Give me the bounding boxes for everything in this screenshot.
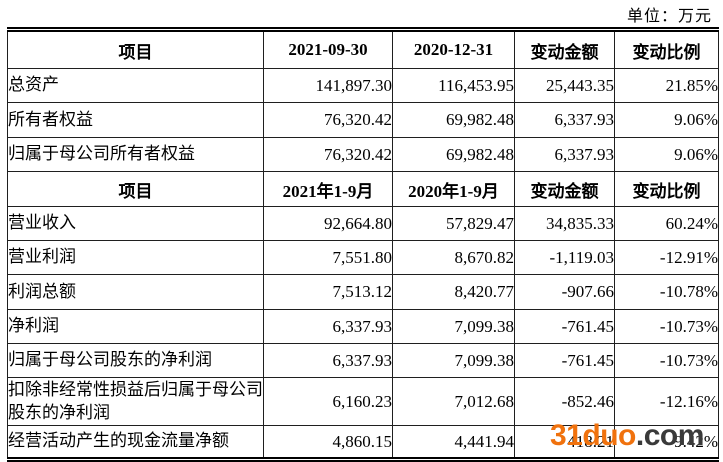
value-current: 76,320.42 [263, 137, 393, 172]
value-prior: 7,099.38 [392, 343, 515, 378]
col-header-change-ratio: 变动比例 [614, 29, 719, 69]
value-prior: 57,829.47 [392, 206, 515, 241]
value-prior: 8,420.77 [392, 274, 515, 310]
change-amount: -761.45 [514, 343, 615, 378]
table-row: 扣除非经常性损益后归属于母公司股东的净利润 6,160.23 7,012.68 … [7, 377, 719, 426]
change-amount: 6,337.93 [514, 137, 615, 172]
unit-label: 单位：万元 [626, 8, 712, 25]
col-header-period-prior: 2020年1-9月 [392, 171, 515, 207]
change-ratio: 9.06% [614, 137, 719, 172]
item-label: 经营活动产生的现金流量净额 [7, 425, 264, 460]
value-prior: 7,099.38 [392, 309, 515, 344]
change-amount: 25,443.35 [514, 68, 615, 103]
table-row: 归属于母公司所有者权益 76,320.42 69,982.48 6,337.93… [7, 137, 719, 172]
table-row: 经营活动产生的现金流量净额 4,860.15 4,441.94 418.21 9… [7, 425, 719, 460]
change-amount: -761.45 [514, 309, 615, 344]
change-ratio: 9.42% [614, 425, 719, 460]
value-current: 92,664.80 [263, 206, 393, 241]
value-current: 141,897.30 [263, 68, 393, 103]
value-current: 76,320.42 [263, 102, 393, 138]
table-row: 总资产 141,897.30 116,453.95 25,443.35 21.8… [7, 68, 719, 103]
value-current: 4,860.15 [263, 425, 393, 460]
change-ratio: -12.16% [614, 377, 719, 426]
col-header-change-ratio: 变动比例 [614, 171, 719, 207]
site-watermark: 31duo.com [550, 421, 704, 451]
change-amount: 418.21 [514, 425, 615, 460]
value-current: 6,337.93 [263, 309, 393, 344]
value-prior: 69,982.48 [392, 102, 515, 138]
watermark-brand: 31duo [550, 419, 636, 452]
col-header-item: 项目 [7, 29, 264, 69]
change-ratio: 9.06% [614, 102, 719, 138]
item-label: 营业收入 [7, 206, 264, 241]
item-label: 营业利润 [7, 240, 264, 275]
value-current: 6,337.93 [263, 343, 393, 378]
item-label: 扣除非经常性损益后归属于母公司股东的净利润 [7, 377, 264, 426]
value-current: 7,551.80 [263, 240, 393, 275]
change-ratio: -12.91% [614, 240, 719, 275]
item-label: 净利润 [7, 309, 264, 344]
value-current: 7,513.12 [263, 274, 393, 310]
item-label: 利润总额 [7, 274, 264, 310]
item-label: 归属于母公司股东的净利润 [7, 343, 264, 378]
watermark-suffix: .com [635, 419, 705, 452]
table-header-row: 项目 2021-09-30 2020-12-31 变动金额 变动比例 [7, 29, 719, 69]
change-ratio: 21.85% [614, 68, 719, 103]
table-header-row: 项目 2021年1-9月 2020年1-9月 变动金额 变动比例 [7, 171, 719, 207]
table-row: 营业利润 7,551.80 8,670.82 -1,119.03 -12.91% [7, 240, 719, 275]
value-prior: 4,441.94 [392, 425, 515, 460]
change-ratio: -10.73% [614, 343, 719, 378]
change-ratio: -10.78% [614, 274, 719, 310]
table-row: 利润总额 7,513.12 8,420.77 -907.66 -10.78% [7, 274, 719, 310]
change-amount: -852.46 [514, 377, 615, 426]
financial-comparison-table: 项目 2021-09-30 2020-12-31 变动金额 变动比例 总资产 1… [7, 27, 719, 462]
change-amount: 34,835.33 [514, 206, 615, 241]
change-amount: -907.66 [514, 274, 615, 310]
col-header-date-current: 2021-09-30 [263, 29, 393, 69]
change-amount: 6,337.93 [514, 102, 615, 138]
item-label: 所有者权益 [7, 102, 264, 138]
table-row: 营业收入 92,664.80 57,829.47 34,835.33 60.24… [7, 206, 719, 241]
value-prior: 116,453.95 [392, 68, 515, 103]
table-row: 所有者权益 76,320.42 69,982.48 6,337.93 9.06% [7, 102, 719, 138]
col-header-change-amount: 变动金额 [514, 29, 615, 69]
value-prior: 7,012.68 [392, 377, 515, 426]
value-current: 6,160.23 [263, 377, 393, 426]
item-label: 归属于母公司所有者权益 [7, 137, 264, 172]
change-amount: -1,119.03 [514, 240, 615, 275]
value-prior: 8,670.82 [392, 240, 515, 275]
item-label: 总资产 [7, 68, 264, 103]
col-header-period-current: 2021年1-9月 [263, 171, 393, 207]
col-header-date-prior: 2020-12-31 [392, 29, 515, 69]
value-prior: 69,982.48 [392, 137, 515, 172]
col-header-item: 项目 [7, 171, 264, 207]
change-ratio: 60.24% [614, 206, 719, 241]
change-ratio: -10.73% [614, 309, 719, 344]
table-row: 净利润 6,337.93 7,099.38 -761.45 -10.73% [7, 309, 719, 344]
col-header-change-amount: 变动金额 [514, 171, 615, 207]
table-row: 归属于母公司股东的净利润 6,337.93 7,099.38 -761.45 -… [7, 343, 719, 378]
